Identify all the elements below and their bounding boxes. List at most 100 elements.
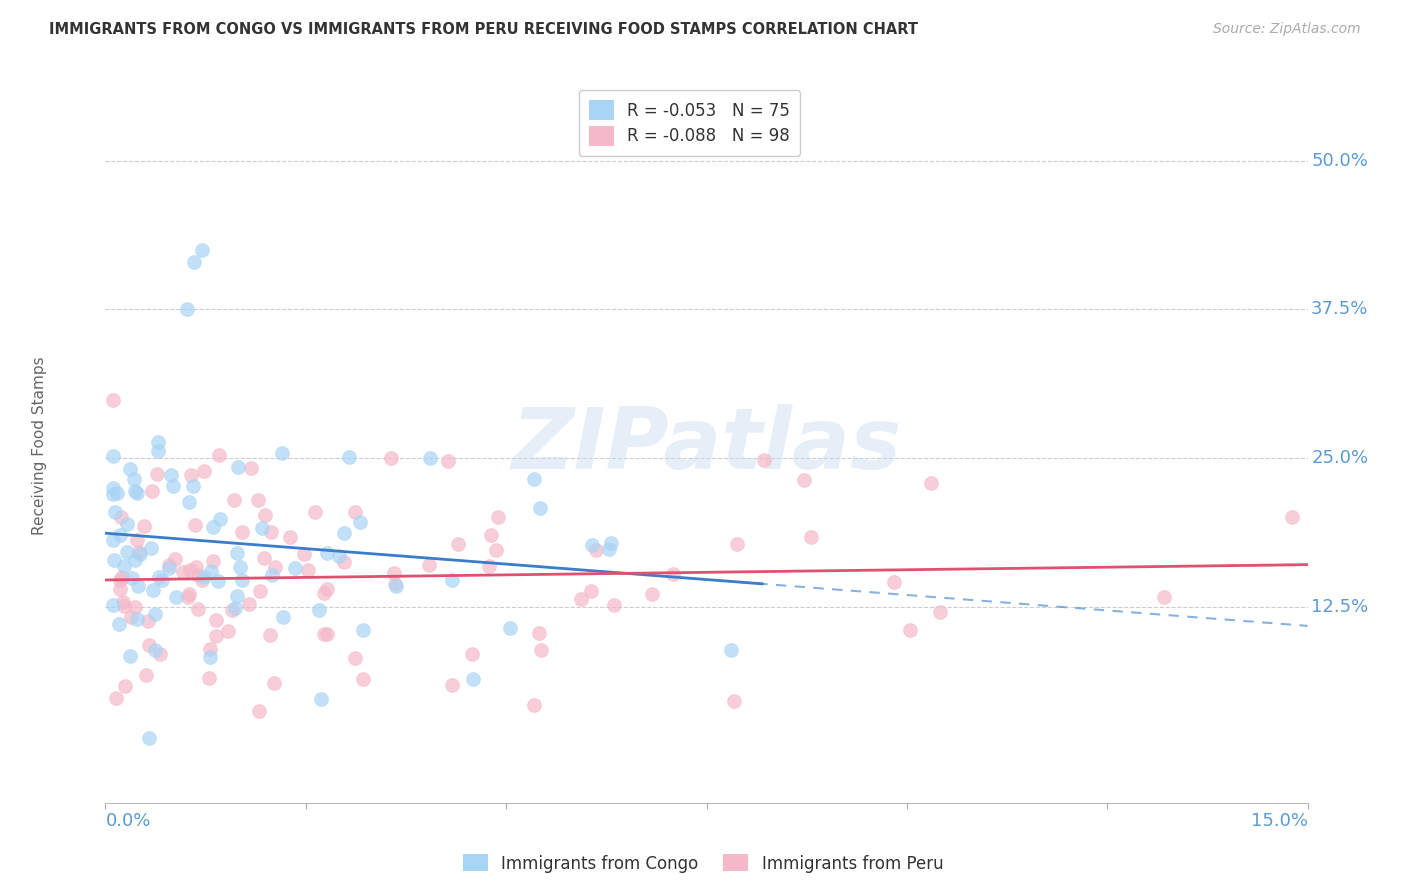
Point (183, 254, 205, 268)
Point (349, 515, 371, 529)
Point (478, 559, 501, 574)
Point (108, 617, 131, 632)
Legend: R = -0.053   N = 75, R = -0.088   N = 98: R = -0.053 N = 75, R = -0.088 N = 98 (579, 90, 800, 155)
Point (527, 625, 550, 640)
Point (384, 579, 406, 593)
Point (111, 595, 134, 609)
Point (184, 517, 207, 532)
Point (128, 545, 150, 559)
Point (337, 450, 360, 464)
Point (247, 492, 270, 507)
Point (143, 607, 166, 622)
Point (103, 487, 125, 501)
Point (127, 486, 149, 500)
Point (488, 510, 510, 524)
Point (136, 614, 159, 628)
Point (103, 553, 125, 567)
Point (177, 586, 200, 600)
Point (149, 647, 172, 661)
Point (384, 577, 406, 591)
Point (599, 536, 621, 550)
Point (328, 549, 350, 563)
Point (523, 472, 546, 486)
Point (148, 570, 170, 584)
Point (124, 472, 146, 486)
Point (160, 467, 183, 482)
Point (523, 698, 546, 712)
Point (226, 589, 249, 603)
Point (725, 537, 748, 551)
Point (205, 629, 228, 643)
Point (134, 519, 156, 533)
Point (207, 448, 229, 462)
Point (316, 546, 339, 560)
Point (146, 444, 169, 458)
Point (419, 450, 441, 465)
Point (271, 610, 294, 624)
Point (929, 605, 952, 619)
Point (125, 612, 148, 626)
Point (202, 554, 225, 568)
Point (193, 464, 215, 478)
Point (418, 558, 440, 573)
Point (120, 610, 142, 624)
Point (124, 599, 146, 614)
Point (105, 485, 128, 500)
Point (138, 731, 160, 745)
Point (315, 582, 337, 596)
Point (222, 493, 245, 508)
Point (297, 563, 319, 577)
Point (382, 566, 405, 580)
Point (259, 628, 281, 642)
Point (461, 647, 484, 661)
Point (1281, 509, 1303, 524)
Point (177, 590, 200, 604)
Point (479, 528, 502, 542)
Point (250, 521, 273, 535)
Point (352, 672, 374, 686)
Point (150, 573, 173, 587)
Text: 37.5%: 37.5% (1312, 301, 1368, 318)
Point (661, 567, 683, 582)
Point (103, 598, 125, 612)
Point (720, 643, 742, 657)
Point (124, 553, 146, 567)
Point (585, 543, 607, 558)
Point (231, 573, 253, 587)
Point (229, 559, 252, 574)
Point (186, 560, 208, 574)
Point (441, 678, 464, 692)
Point (447, 537, 470, 551)
Point (112, 559, 135, 574)
Point (793, 473, 815, 487)
Point (103, 533, 125, 547)
Point (254, 508, 277, 522)
Point (463, 672, 485, 686)
Point (437, 454, 460, 468)
Point (193, 570, 215, 584)
Point (121, 572, 143, 586)
Point (179, 495, 201, 509)
Point (108, 582, 131, 596)
Point (224, 600, 246, 615)
Text: 0.0%: 0.0% (105, 813, 150, 830)
Point (249, 584, 271, 599)
Point (205, 613, 228, 627)
Text: Receiving Food Stamps: Receiving Food Stamps (32, 357, 46, 535)
Point (484, 542, 506, 557)
Point (1153, 591, 1175, 605)
Text: ZIPatlas: ZIPatlas (512, 404, 901, 488)
Point (239, 461, 262, 475)
Point (146, 435, 169, 450)
Point (157, 560, 180, 574)
Point (253, 551, 276, 566)
Point (343, 505, 366, 519)
Point (260, 524, 283, 539)
Point (165, 551, 187, 566)
Point (440, 573, 463, 587)
Point (231, 524, 253, 539)
Point (200, 565, 222, 579)
Point (641, 587, 664, 601)
Point (110, 510, 132, 524)
Point (603, 598, 626, 612)
